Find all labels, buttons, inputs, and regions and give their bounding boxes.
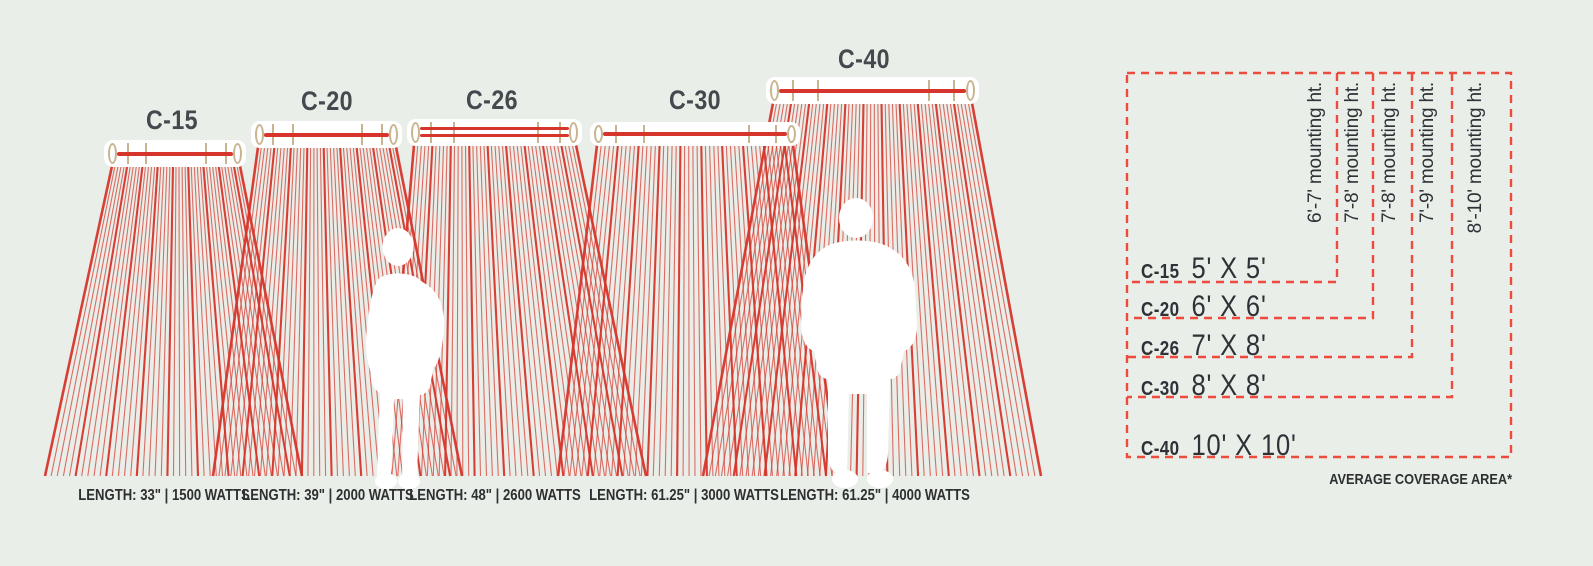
- heater-endcap-icon: [770, 80, 779, 101]
- heater-endcap-icon: [255, 124, 264, 145]
- heater-unit-c-15: [104, 140, 246, 167]
- heating-element-icon: [420, 127, 569, 130]
- coverage-dimensions: 5' X 5': [1191, 252, 1267, 285]
- heater-endcap-icon: [108, 143, 117, 164]
- heater-endcap-icon: [389, 124, 398, 145]
- coverage-row-c-15: C-15 5' X 5': [1141, 252, 1267, 286]
- heater-unit-c-26: [407, 119, 582, 146]
- heater-endcap-icon: [411, 122, 420, 143]
- coverage-box-c-30: [1127, 73, 1454, 399]
- heater-endcap-icon: [569, 122, 578, 143]
- heater-title: C-30: [668, 85, 722, 115]
- heater-unit-c-20: [251, 121, 402, 148]
- heater-endcap-icon: [233, 143, 242, 164]
- coverage-dimensions: 8' X 8': [1191, 369, 1267, 402]
- heater-spec: LENGTH: 61.25" | 3000 WATTS: [589, 487, 779, 504]
- heating-element-icon: [779, 88, 966, 93]
- coverage-caption: AVERAGE COVERAGE AREA*: [1329, 471, 1512, 488]
- fan-rays-layer: [43, 102, 1043, 477]
- coverage-box-c-40: [1125, 71, 1513, 459]
- mounting-height-label: 6'-7' mounting ht.: [1305, 82, 1326, 223]
- coverage-boxes-layer: [1125, 71, 1513, 459]
- coverage-row-c-30: C-30 8' X 8': [1141, 369, 1267, 403]
- mounting-height-label: 7'-9' mounting ht.: [1417, 82, 1438, 223]
- person-silhouette-small: [366, 228, 445, 489]
- coverage-box-c-20: [1127, 73, 1375, 320]
- heater-endcap-icon: [966, 80, 975, 101]
- mounting-height-label: 8'-10' mounting ht.: [1465, 82, 1486, 234]
- coverage-dimensions: 10' X 10': [1191, 429, 1297, 462]
- heater-endcap-icon: [787, 125, 796, 143]
- heating-element-icon: [117, 151, 233, 156]
- person-silhouette-large: [801, 198, 917, 488]
- heater-spec: LENGTH: 48" | 2600 WATTS: [409, 487, 581, 504]
- heating-element-icon: [420, 134, 569, 137]
- coverage-row-c-26: C-26 7' X 8': [1141, 329, 1267, 363]
- mounting-height-label: 7'-8' mounting ht.: [1379, 82, 1400, 223]
- heater-title: C-26: [465, 85, 519, 115]
- heating-element-icon: [603, 132, 787, 136]
- heater-spec: LENGTH: 39" | 2000 WATTS: [242, 487, 414, 504]
- coverage-model-label: C-20: [1141, 299, 1180, 321]
- coverage-box-c-26: [1127, 73, 1414, 359]
- heater-spec: LENGTH: 33" | 1500 WATTS: [78, 487, 250, 504]
- coverage-dimensions: 7' X 8': [1191, 329, 1267, 362]
- heater-spec: LENGTH: 61.25" | 4000 WATTS: [780, 487, 970, 504]
- heater-unit-c-40: [766, 77, 979, 104]
- bracket-tick-icon: [536, 122, 539, 143]
- bracket-tick-icon: [452, 122, 455, 143]
- coverage-dimensions: 6' X 6': [1191, 290, 1267, 323]
- mounting-height-label: 7'-8' mounting ht.: [1342, 82, 1363, 223]
- heater-title: C-20: [300, 86, 354, 116]
- heating-element-icon: [264, 132, 389, 137]
- coverage-row-c-40: C-40 10' X 10': [1141, 429, 1297, 463]
- heater-endcap-icon: [594, 125, 603, 143]
- coverage-model-label: C-15: [1141, 261, 1180, 283]
- coverage-model-label: C-40: [1141, 438, 1180, 460]
- coverage-model-label: C-30: [1141, 378, 1180, 400]
- bracket-tick-icon: [429, 122, 432, 143]
- heater-unit-c-30: [590, 122, 800, 146]
- coverage-row-c-20: C-20 6' X 6': [1141, 290, 1267, 324]
- heater-title: C-15: [145, 105, 199, 135]
- bracket-tick-icon: [559, 122, 562, 143]
- heater-title: C-40: [837, 44, 891, 74]
- coverage-model-label: C-26: [1141, 338, 1180, 360]
